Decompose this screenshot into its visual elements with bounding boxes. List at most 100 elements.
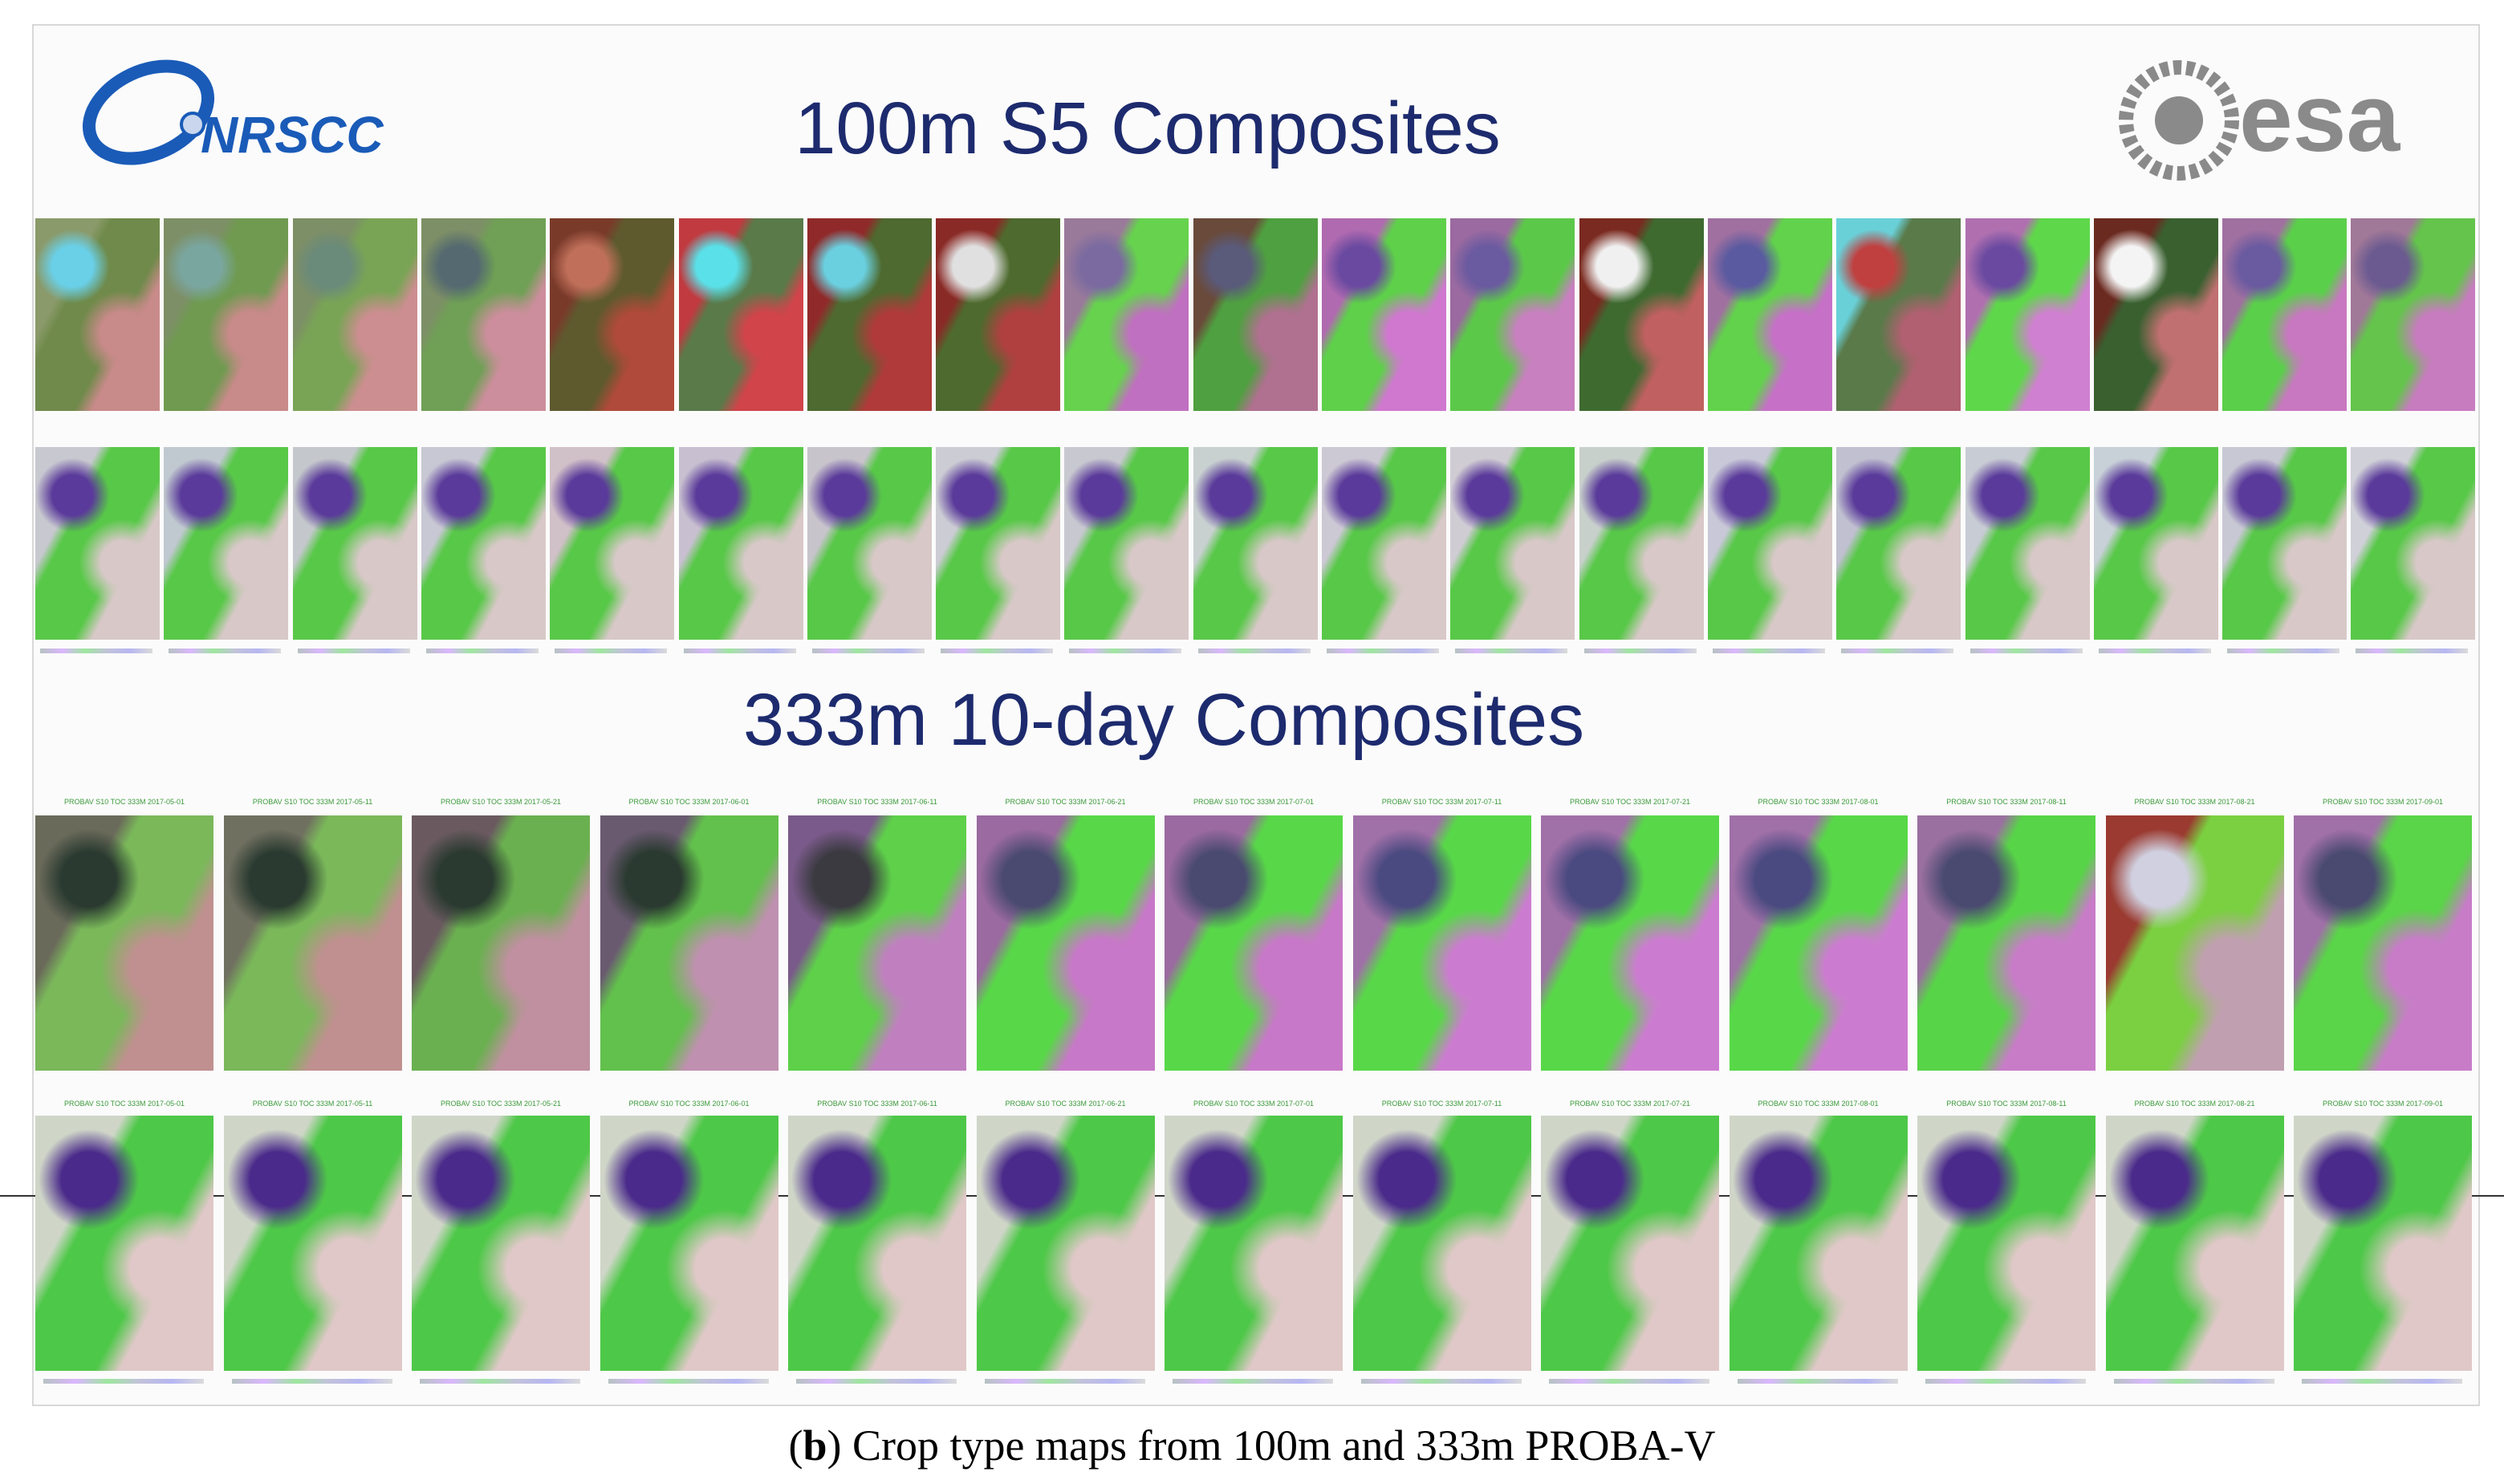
satellite-tile	[1836, 218, 1961, 411]
tile-label: PROBAV S10 TOC 333M 2017-06-01	[628, 1100, 750, 1108]
legend-strip	[2098, 648, 2211, 653]
satellite-tile	[35, 218, 160, 411]
caption: (b) Crop type maps from 100m and 333m PR…	[0, 1421, 2504, 1470]
tile-label: PROBAV S10 TOC 333M 2017-05-11	[252, 1100, 373, 1108]
satellite-tile	[1917, 815, 2095, 1071]
legend-strip	[231, 1379, 392, 1384]
legend-strip	[1455, 648, 1568, 653]
legend-strip	[941, 648, 1054, 653]
satellite-tile	[976, 1116, 1155, 1371]
satellite-tile	[2294, 815, 2472, 1071]
legend-strip	[2356, 648, 2469, 653]
satellite-tile	[1707, 447, 1832, 640]
satellite-tile	[1836, 447, 1961, 640]
satellite-tile	[550, 447, 675, 640]
legend-strip	[40, 648, 152, 653]
legend-strip	[2302, 1379, 2462, 1384]
satellite-tile	[1352, 1116, 1531, 1371]
satellite-tile	[936, 447, 1061, 640]
legend-strip	[420, 1379, 580, 1384]
legend-strip	[1173, 1379, 1333, 1384]
legend-strip	[796, 1379, 957, 1384]
satellite-tile	[1193, 447, 1318, 640]
legend-strip	[1360, 1379, 1522, 1384]
satellite-tile	[600, 815, 778, 1071]
satellite-tile	[421, 447, 546, 640]
satellite-tile	[223, 815, 402, 1071]
satellite-tile	[1579, 218, 1704, 411]
satellite-tile	[292, 218, 417, 411]
legend-strip	[2113, 1379, 2274, 1384]
logo-text: NRSCC	[201, 106, 384, 164]
satellite-tile	[550, 218, 675, 411]
tile-label: PROBAV S10 TOC 333M 2017-08-21	[2134, 1100, 2255, 1108]
satellite-tile	[1322, 447, 1446, 640]
satellite-tile	[976, 815, 1155, 1071]
satellite-tile	[1965, 218, 2090, 411]
satellite-tile	[1965, 447, 2090, 640]
satellite-tile	[2222, 218, 2348, 411]
tile-label: PROBAV S10 TOC 333M 2017-06-21	[1005, 798, 1126, 806]
legend-strip	[43, 1379, 204, 1384]
logo-text: esa	[2239, 64, 2400, 172]
legend-strip	[555, 648, 668, 653]
satellite-tile	[412, 1116, 590, 1371]
legend-strip	[425, 648, 539, 653]
satellite-tile	[1579, 447, 1704, 640]
satellite-tile	[1322, 218, 1446, 411]
legend-strip	[1549, 1379, 1709, 1384]
tile-label: PROBAV S10 TOC 333M 2017-05-21	[440, 1100, 562, 1108]
tile-label: PROBAV S10 TOC 333M 2017-07-21	[1569, 798, 1691, 806]
caption-open: (	[788, 1421, 803, 1470]
satellite-tile	[2351, 447, 2476, 640]
caption-text: ) Crop type maps from 100m and 333m PROB…	[827, 1421, 1716, 1470]
tile-label: PROBAV S10 TOC 333M 2017-09-01	[2322, 798, 2444, 806]
legend-strip	[683, 648, 796, 653]
satellite-tile	[35, 447, 160, 640]
satellite-tile	[1064, 447, 1189, 640]
tile-label: PROBAV S10 TOC 333M 2017-07-01	[1193, 798, 1315, 806]
satellite-tile	[412, 815, 590, 1071]
satellite-tile	[788, 1116, 966, 1371]
legend-strip	[1327, 648, 1439, 653]
legend-strip	[1197, 648, 1311, 653]
satellite-tile	[1450, 447, 1575, 640]
tile-label: PROBAV S10 TOC 333M 2017-05-01	[63, 1100, 185, 1108]
tile-label: PROBAV S10 TOC 333M 2017-08-11	[1946, 798, 2067, 806]
legend-strip	[1712, 648, 1825, 653]
satellite-tile	[1450, 218, 1575, 411]
caption-label: b	[803, 1421, 827, 1470]
legend-strip	[1737, 1379, 1898, 1384]
satellite-tile	[164, 218, 289, 411]
satellite-tile	[2105, 1116, 2284, 1371]
tile-label: PROBAV S10 TOC 333M 2017-05-01	[63, 798, 185, 806]
satellite-tile	[788, 815, 966, 1071]
legend-strip	[984, 1379, 1145, 1384]
tile-label: PROBAV S10 TOC 333M 2017-07-01	[1193, 1100, 1315, 1108]
legend-strip	[169, 648, 282, 653]
tile-label: PROBAV S10 TOC 333M 2017-07-11	[1381, 1100, 1502, 1108]
satellite-tile	[678, 218, 803, 411]
satellite-tile	[2222, 447, 2348, 640]
legend-strip	[811, 648, 925, 653]
tile-label: PROBAV S10 TOC 333M 2017-07-11	[1381, 798, 1502, 806]
satellite-tile	[1707, 218, 1832, 411]
tile-label: PROBAV S10 TOC 333M 2017-09-01	[2322, 1100, 2444, 1108]
satellite-tile	[1165, 1116, 1343, 1371]
satellite-tile	[678, 447, 803, 640]
satellite-tile	[600, 1116, 778, 1371]
legend-strip	[1841, 648, 1954, 653]
legend-strip	[1583, 648, 1697, 653]
satellite-tile	[2294, 1116, 2472, 1371]
section-title: 100m S5 Composites	[795, 87, 1501, 169]
satellite-tile	[2093, 447, 2218, 640]
satellite-tile	[223, 1116, 402, 1371]
satellite-tile	[1917, 1116, 2095, 1371]
satellite-tile	[1193, 218, 1318, 411]
satellite-tile	[292, 447, 417, 640]
tile-label: PROBAV S10 TOC 333M 2017-05-11	[252, 798, 373, 806]
satellite-tile	[1064, 218, 1189, 411]
satellite-tile	[1729, 1116, 1908, 1371]
satellite-tile	[421, 218, 546, 411]
